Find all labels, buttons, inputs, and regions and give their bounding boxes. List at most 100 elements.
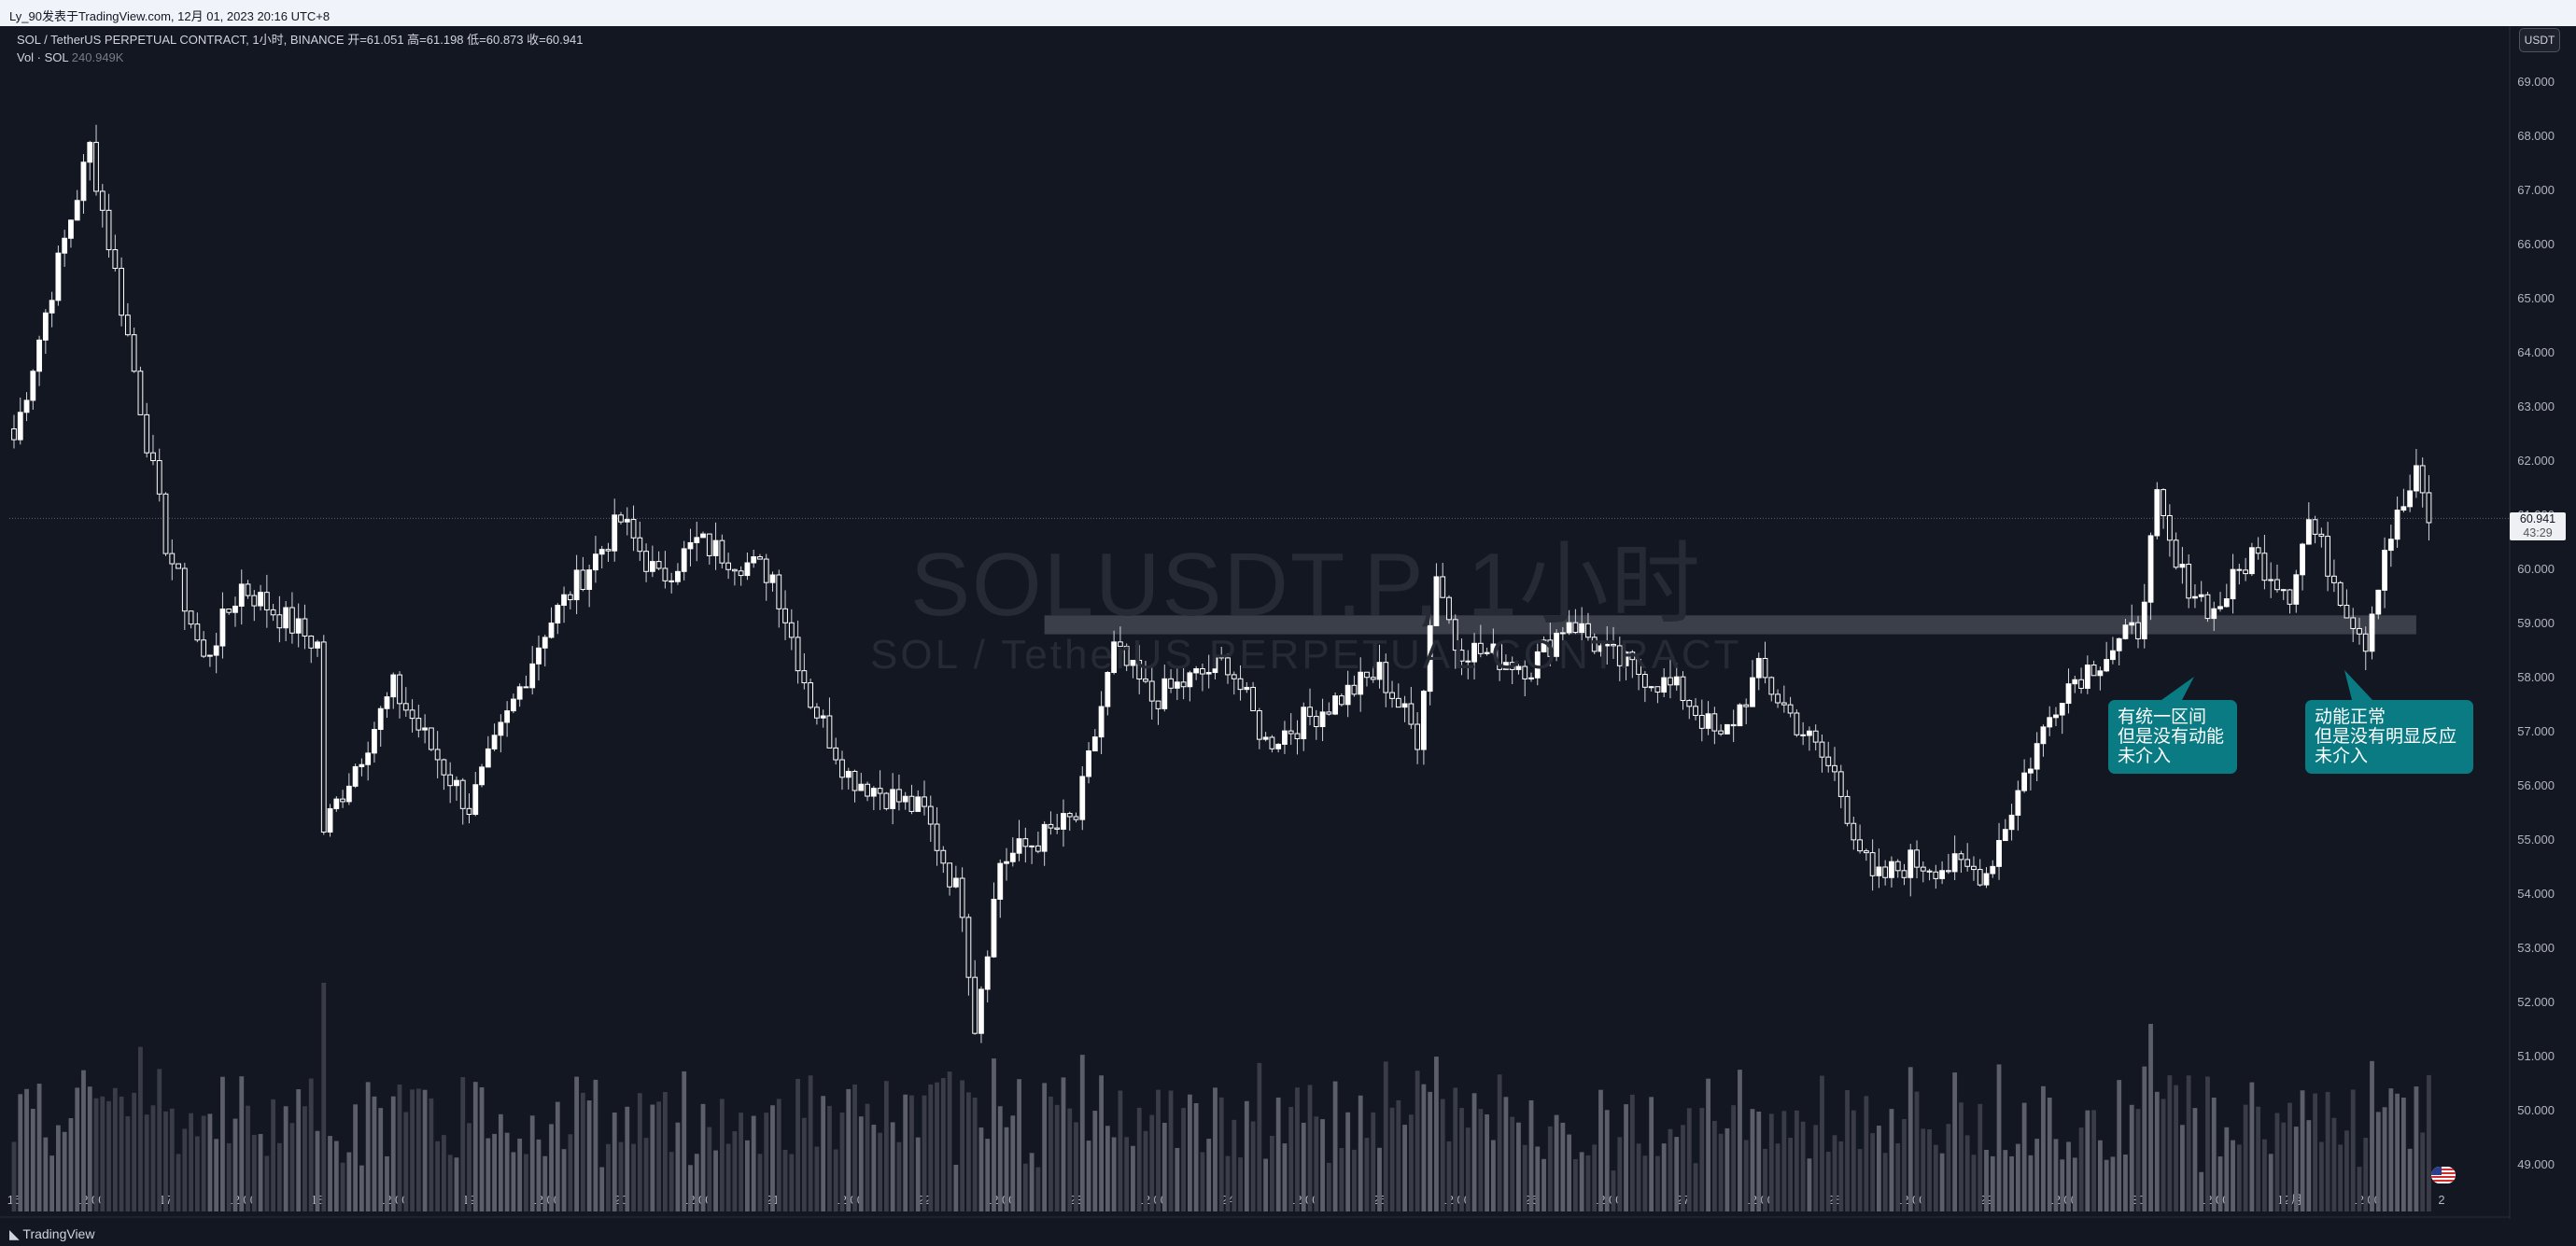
volume-bar <box>713 1150 718 1211</box>
annotation-callout-2[interactable]: 动能正常 但是没有明显反应 未介入 <box>2305 700 2473 774</box>
volume-bar <box>1984 1149 1989 1211</box>
volume-bar <box>1054 1104 1060 1211</box>
tradingview-logo[interactable]: ◣ TradingView <box>9 1226 94 1242</box>
volume-bar <box>1882 1153 1888 1211</box>
candle-body <box>1427 624 1433 693</box>
volume-bar <box>1832 1135 1837 1211</box>
volume-bar <box>725 1143 731 1211</box>
candle-body <box>295 618 302 634</box>
candle-body <box>1693 706 1698 717</box>
chart-area[interactable]: 69.000 68.000 67.000 66.000 65.000 64.000 63.0… <box>0 26 2576 1246</box>
volume-bar <box>289 1123 295 1211</box>
candle-body <box>1458 650 1465 662</box>
candle-body <box>504 710 511 723</box>
candle-body <box>1762 657 1768 679</box>
volume-bar <box>2236 1144 2242 1211</box>
candle-body <box>1332 695 1339 715</box>
candle-body <box>1168 678 1174 689</box>
candle-body <box>131 334 137 372</box>
candle-body <box>997 862 1004 900</box>
volume-bar <box>1143 1130 1148 1211</box>
volume-bar <box>1964 1135 1970 1211</box>
volume-bar <box>492 1133 497 1211</box>
candle-body <box>1497 643 1503 670</box>
candle-body <box>1415 723 1421 750</box>
candle-body <box>1920 866 1926 872</box>
candle-body <box>2040 726 2047 745</box>
volume-bar <box>1029 1153 1035 1211</box>
candle-body <box>655 561 662 569</box>
volume-bar <box>1706 1078 1710 1211</box>
candle-body <box>1598 645 1604 652</box>
volume-bar <box>631 1143 636 1211</box>
candle-body <box>2154 489 2161 537</box>
volume-bar <box>953 1165 959 1211</box>
volume-bar <box>201 1115 206 1211</box>
candle-body <box>251 595 258 607</box>
volume-bar <box>2274 1113 2280 1211</box>
currency-button[interactable]: USDT <box>2519 28 2560 52</box>
volume-bar <box>486 1138 491 1211</box>
volume-bar <box>682 1071 687 1211</box>
callout-1-pointer <box>2161 677 2194 700</box>
volume-bar <box>542 1155 548 1211</box>
volume-bar <box>878 1132 883 1211</box>
volume-bar <box>353 1104 359 1211</box>
y-tick-label: 50.000 <box>2517 1103 2555 1117</box>
candle-body <box>36 339 42 372</box>
candle-body <box>441 759 447 776</box>
y-tick-label: 63.000 <box>2517 399 2555 413</box>
candle-body <box>1484 651 1490 654</box>
candle-body <box>1894 861 1901 872</box>
volume-bar <box>321 983 327 1211</box>
volume-bar <box>2028 1155 2034 1211</box>
candle-body <box>694 537 700 543</box>
y-tick-label: 52.000 <box>2517 995 2555 1009</box>
bar-countdown: 43:29 <box>2523 526 2553 539</box>
volume-bar <box>1889 1109 1894 1211</box>
volume-bar <box>2047 1097 2052 1211</box>
candle-body <box>1358 671 1364 695</box>
candle-body <box>1066 813 1073 818</box>
candle-body <box>485 748 491 768</box>
candle-body <box>2097 670 2104 677</box>
candle-body <box>144 413 150 454</box>
candle-body <box>1781 702 1787 706</box>
y-tick-label: 65.000 <box>2517 291 2555 305</box>
volume-bar <box>1035 1167 1041 1211</box>
candle-body <box>162 493 169 554</box>
volume-bar <box>378 1108 384 1211</box>
volume-bar <box>511 1152 516 1211</box>
candle-body <box>219 609 226 647</box>
candle-body <box>883 792 890 809</box>
candle-body <box>1945 870 1951 873</box>
candle-body <box>915 796 922 812</box>
volume-bar <box>467 1123 472 1211</box>
us-flag-icon[interactable] <box>2431 1167 2456 1183</box>
candle-body <box>1187 672 1193 688</box>
candle-body <box>2312 519 2318 535</box>
candle-body <box>188 610 194 625</box>
volume-bar <box>1105 1126 1110 1211</box>
candle-body <box>2204 594 2211 620</box>
candle-body <box>826 715 833 749</box>
volume-bar <box>1895 1142 1901 1211</box>
candle-body <box>1288 730 1294 735</box>
volume-bar <box>2224 1127 2230 1211</box>
symbol-ohlc-legend[interactable]: SOL / TetherUS PERPETUAL CONTRACT, 1小时, … <box>17 33 584 47</box>
volume-legend[interactable]: Vol · SOL 240.949K <box>17 49 583 66</box>
candle-body <box>1863 850 1869 854</box>
candle-body <box>2122 624 2129 639</box>
candle-body <box>2053 714 2059 719</box>
volume-bar <box>1781 1111 1787 1211</box>
candle-body <box>2116 637 2122 651</box>
volume-bar <box>770 1105 775 1211</box>
volume-bar <box>112 1087 118 1211</box>
candle-body <box>327 807 333 833</box>
candle-body <box>813 707 820 719</box>
volume-bar <box>745 1140 750 1211</box>
candlestick-chart[interactable]: 69.000 68.000 67.000 66.000 65.000 64.000 63.0… <box>0 26 2576 1246</box>
candle-body <box>1964 859 1971 867</box>
volume-bar <box>1332 1081 1338 1211</box>
annotation-callout-1[interactable]: 有统一区间 但是没有动能 未介入 <box>2108 700 2237 774</box>
